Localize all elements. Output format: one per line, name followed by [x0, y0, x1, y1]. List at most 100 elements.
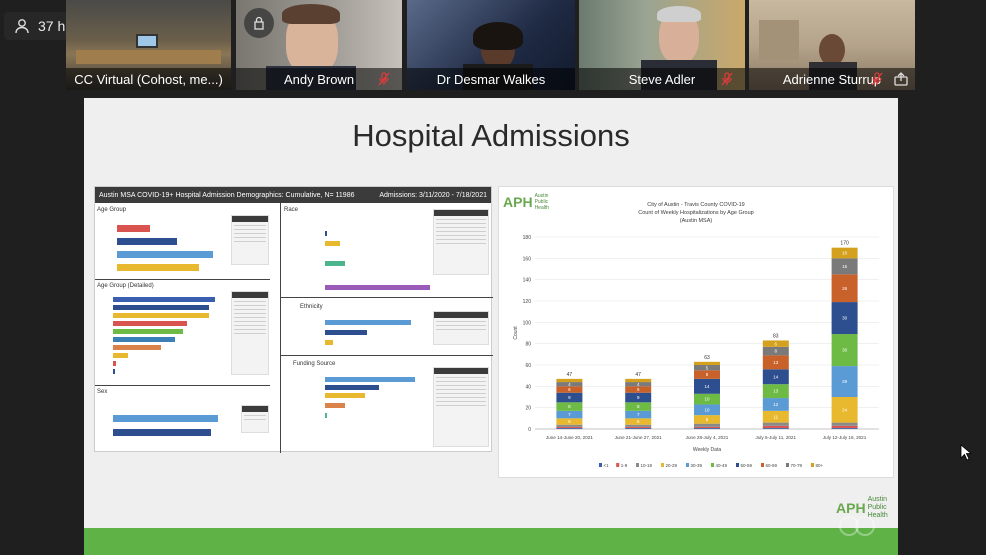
y-tick-label: 80	[525, 342, 531, 348]
participant-tile[interactable]: Andy Brown	[236, 0, 402, 90]
dash-bar	[117, 225, 150, 232]
participant-tile[interactable]: Steve Adler	[579, 0, 745, 90]
bar-segment	[625, 378, 652, 383]
bar-segment	[831, 425, 858, 428]
participant-tile-active-speaker[interactable]: Dr Desmar Walkes	[407, 0, 575, 90]
aph-footer-logo: APH Austin Public Health	[836, 496, 888, 520]
bar-segment	[762, 425, 789, 428]
legend-swatch	[686, 463, 689, 467]
bar-segment	[831, 247, 858, 259]
section-race: Race	[284, 207, 299, 213]
watermark-icon	[839, 516, 875, 536]
x-tick-label: June 21-June 27, 2021	[615, 435, 662, 440]
legend-swatch	[761, 463, 764, 467]
shared-slide: Hospital Admissions Austin MSA COVID-19+…	[84, 98, 898, 555]
participant-tile[interactable]: CC Virtual (Cohost, me...)	[66, 0, 231, 90]
bar-segment	[625, 410, 652, 419]
dash-bar	[113, 429, 211, 436]
dash-bar	[117, 264, 199, 271]
participant-tile[interactable]: Adrienne Sturrup	[749, 0, 915, 90]
bar-segment	[694, 393, 720, 405]
segment-value-label: 6	[775, 341, 778, 346]
bar-segment	[625, 427, 652, 429]
segment-value-label: 8	[706, 417, 709, 422]
y-tick-label: 160	[523, 256, 532, 262]
bar-segment	[556, 378, 583, 383]
mic-muted-icon	[378, 72, 390, 86]
slide-footer-bar	[84, 528, 898, 555]
aph-logo-line: Public	[867, 504, 887, 511]
legend-swatch	[711, 463, 714, 467]
segment-value-label: 10	[842, 251, 848, 256]
dash-bar	[113, 337, 175, 342]
bar-segment	[762, 427, 789, 429]
bar-segment	[625, 402, 652, 411]
dash-mini-table	[241, 405, 269, 433]
aph-logo-mark: APH	[836, 500, 866, 516]
lock-button[interactable]	[244, 8, 274, 38]
legend-swatch	[599, 463, 602, 467]
bar-segment	[556, 424, 583, 427]
y-axis-label: Count	[513, 326, 519, 340]
bar-segment	[762, 346, 789, 356]
aph-logo-line: Public	[534, 199, 549, 205]
segment-value-label: 7	[568, 412, 571, 417]
bar-segment	[556, 382, 583, 387]
dash-bar	[325, 403, 345, 408]
segment-value-label: 9	[637, 395, 640, 400]
legend-swatch	[736, 463, 739, 467]
y-tick-label: 180	[523, 235, 532, 241]
x-axis-label: Weekly Data	[693, 447, 721, 453]
bar-segment	[556, 402, 583, 411]
segment-value-label: 8	[637, 404, 640, 409]
y-tick-label: 120	[523, 299, 532, 305]
dash-mini-table	[433, 367, 489, 447]
segment-value-label: 10	[704, 407, 710, 412]
segment-value-label: 5	[706, 365, 709, 370]
legend-label: 20-29	[666, 463, 678, 468]
y-tick-label: 140	[523, 278, 532, 284]
stacked-bar-chart: 020406080100120140160180Count67896447Jun…	[513, 235, 879, 468]
demographics-dashboard: Austin MSA COVID-19+ Hospital Admission …	[94, 186, 493, 453]
legend-label: 30-39	[691, 463, 703, 468]
chart-title: City of Austin - Travis County COVID-19 …	[579, 201, 813, 225]
legend-label: 10-19	[641, 463, 653, 468]
person-icon	[15, 19, 29, 34]
legend-label: 50-59	[741, 463, 753, 468]
bar-segment	[831, 366, 858, 397]
section-age-group-detailed: Age Group (Detailed)	[97, 283, 154, 289]
bar-segment	[762, 355, 789, 370]
bar-total-label: 47	[567, 372, 573, 378]
dash-mini-table	[433, 209, 489, 275]
segment-value-label: 29	[842, 379, 848, 384]
mic-muted-icon	[721, 72, 733, 86]
bar-segment	[694, 404, 720, 416]
dash-bar	[113, 321, 187, 326]
section-sex: Sex	[97, 389, 108, 395]
aph-logo-line: Austin	[867, 496, 888, 503]
bar-segment	[625, 392, 652, 403]
dash-bar	[113, 361, 116, 366]
section-funding-source: Funding Source	[293, 361, 336, 367]
dash-bar	[325, 385, 379, 390]
bar-segment	[831, 334, 858, 367]
segment-value-label: 8	[775, 349, 778, 354]
dash-mini-table	[231, 291, 269, 375]
mouse-cursor-icon	[960, 444, 972, 461]
bar-segment	[556, 418, 583, 425]
bar-segment	[556, 410, 583, 419]
dash-bar	[325, 413, 327, 418]
dash-bar	[113, 353, 128, 358]
segment-value-label: 11	[773, 414, 778, 419]
bar-segment	[694, 365, 720, 371]
bar-segment	[762, 422, 789, 426]
legend-label: <1	[604, 463, 610, 468]
share-icon[interactable]	[893, 71, 909, 87]
chart-title-line: (Austin MSA)	[679, 218, 713, 224]
slide-title: Hospital Admissions	[352, 118, 630, 153]
segment-value-label: 15	[842, 264, 848, 269]
x-tick-label: June 28-July 4, 2021	[686, 435, 729, 440]
bar-segment	[831, 422, 858, 426]
aph-logo-text: Austin Public Health	[535, 193, 549, 211]
participant-name: CC Virtual (Cohost, me...)	[66, 68, 231, 90]
